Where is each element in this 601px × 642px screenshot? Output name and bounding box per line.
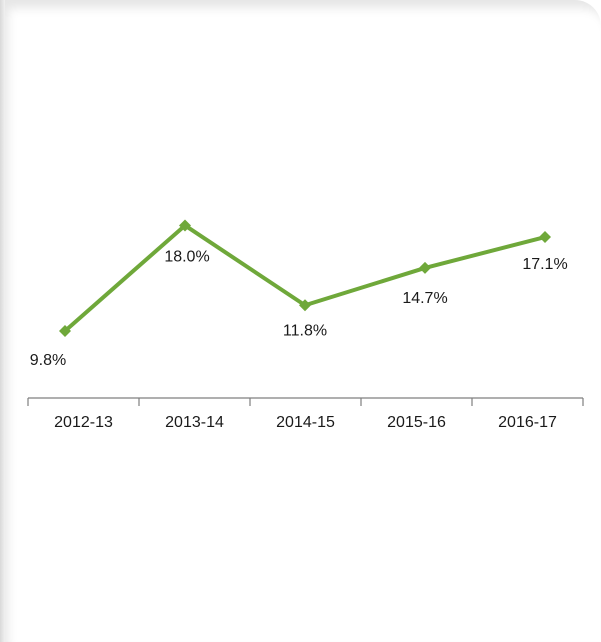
data-point-marker (539, 231, 551, 244)
data-point-marker (419, 261, 431, 274)
x-tick-label: 2016-17 (498, 414, 557, 431)
data-point-marker (299, 299, 311, 312)
data-point-marker (59, 325, 71, 337)
data-label: 17.1% (522, 256, 567, 273)
data-label: 14.7% (402, 290, 447, 307)
data-label: 18.0% (164, 248, 209, 265)
data-label: 11.8% (283, 322, 327, 339)
x-tick-label: 2014-15 (276, 414, 335, 431)
x-tick-label: 2012-13 (54, 414, 113, 431)
x-tick-label: 2013-14 (165, 414, 224, 431)
series-line (63, 223, 547, 333)
data-point-marker (179, 219, 191, 232)
data-label: 9.8% (30, 352, 66, 369)
x-tick-label: 2015-16 (387, 414, 446, 431)
